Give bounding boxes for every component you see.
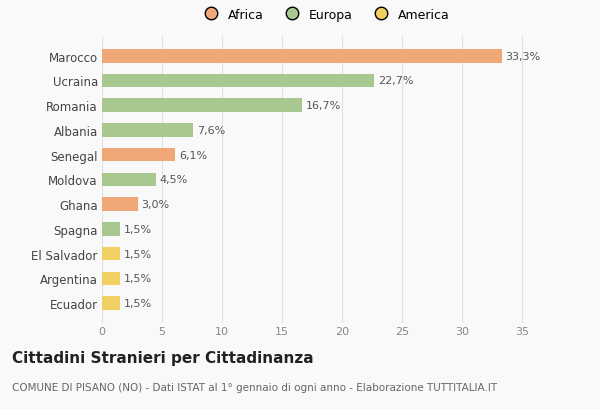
Text: 16,7%: 16,7% — [306, 101, 341, 111]
Bar — [102, 148, 175, 162]
Text: Cittadini Stranieri per Cittadinanza: Cittadini Stranieri per Cittadinanza — [12, 350, 314, 365]
Text: 3,0%: 3,0% — [142, 200, 170, 210]
Text: 1,5%: 1,5% — [124, 298, 152, 308]
Text: 4,5%: 4,5% — [160, 175, 188, 185]
Bar — [102, 222, 120, 236]
Bar — [102, 247, 120, 261]
Text: COMUNE DI PISANO (NO) - Dati ISTAT al 1° gennaio di ogni anno - Elaborazione TUT: COMUNE DI PISANO (NO) - Dati ISTAT al 1°… — [12, 382, 497, 392]
Text: 6,1%: 6,1% — [179, 150, 207, 160]
Bar — [102, 99, 302, 113]
Text: 33,3%: 33,3% — [505, 52, 541, 62]
Bar — [102, 173, 156, 187]
Text: 1,5%: 1,5% — [124, 224, 152, 234]
Legend: Africa, Europa, America: Africa, Europa, America — [198, 9, 450, 22]
Bar — [102, 198, 138, 211]
Bar — [102, 297, 120, 310]
Bar — [102, 124, 193, 137]
Text: 7,6%: 7,6% — [197, 126, 225, 136]
Bar — [102, 74, 374, 88]
Bar — [102, 50, 502, 63]
Text: 1,5%: 1,5% — [124, 249, 152, 259]
Bar — [102, 272, 120, 285]
Text: 22,7%: 22,7% — [378, 76, 413, 86]
Text: 1,5%: 1,5% — [124, 274, 152, 283]
